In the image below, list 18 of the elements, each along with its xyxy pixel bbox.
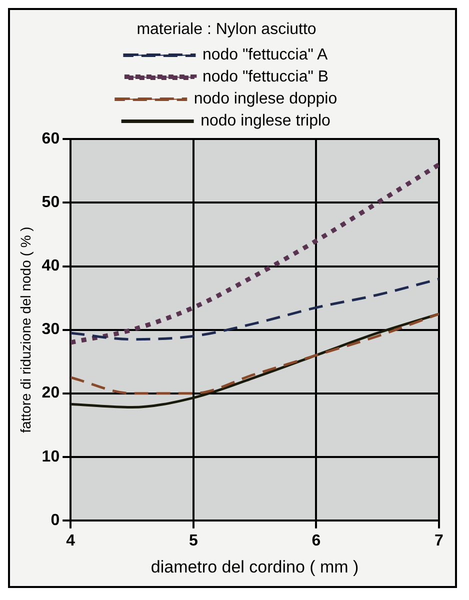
y-axis-title: fattore di riduzione del nodo ( % ) <box>17 226 34 433</box>
chart-title: materiale : Nylon asciutto <box>136 21 316 38</box>
y-tick-label: 40 <box>42 258 60 275</box>
y-tick-label: 20 <box>42 384 60 402</box>
y-tick-label: 60 <box>42 130 60 148</box>
y-tick-label: 50 <box>42 194 60 212</box>
x-tick-label: 7 <box>434 532 444 550</box>
legend-label: nodo "fettuccia" A <box>202 46 328 64</box>
y-tick-label: 30 <box>42 321 60 338</box>
x-tick-label: 4 <box>66 532 76 550</box>
x-tick-label: 6 <box>312 532 321 550</box>
y-tick-label: 10 <box>42 448 60 466</box>
y-tick-label: 0 <box>50 512 60 529</box>
legend-label: nodo inglese doppio <box>194 90 338 108</box>
legend-label: nodo inglese triplo <box>200 112 331 130</box>
x-tick-label: 5 <box>188 532 198 550</box>
x-axis-title: diametro del cordino ( mm ) <box>150 557 359 576</box>
legend-label: nodo "fettuccia" B <box>202 68 329 86</box>
